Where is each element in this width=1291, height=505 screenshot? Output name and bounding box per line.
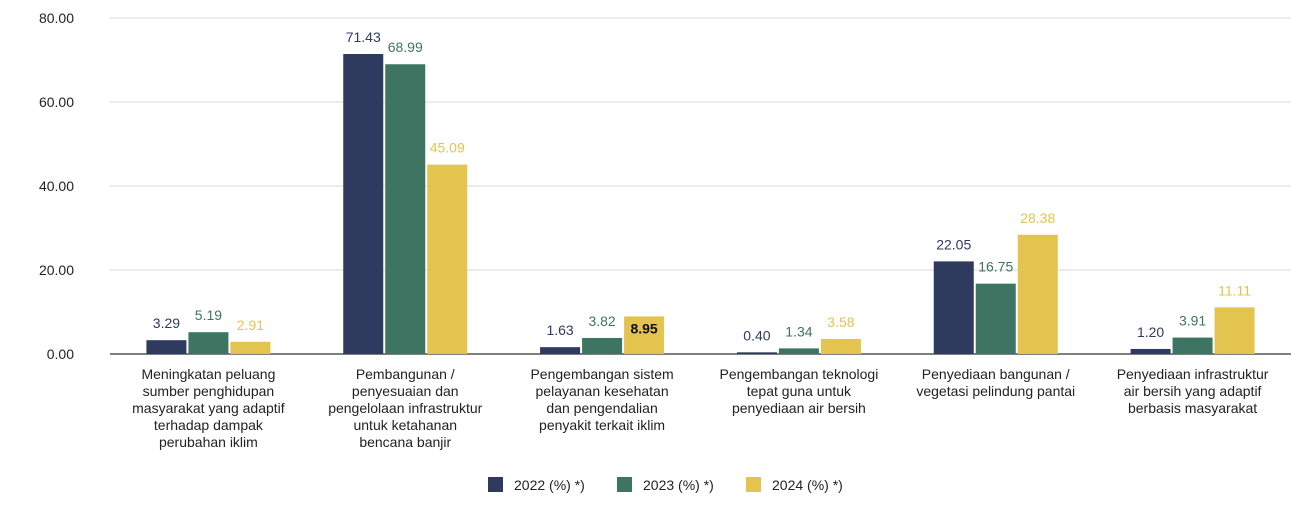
category-label-line: sumber penghidupan — [143, 383, 275, 399]
category-label-line: penyediaan air bersih — [732, 400, 866, 416]
category-label-line: Penyediaan bangunan / — [922, 366, 1070, 382]
bar-value-label: 3.91 — [1179, 313, 1206, 329]
x-axis-category-labels: Meningkatan peluang sumber penghidupan mas… — [132, 366, 1269, 450]
y-tick-label: 80.00 — [39, 10, 74, 26]
category-label-line: Penyediaan infrastruktur — [1117, 366, 1269, 382]
bar-value-label: 3.29 — [153, 315, 180, 331]
y-tick-label: 20.00 — [39, 262, 74, 278]
category-label-line: penyakit terkait iklim — [539, 417, 665, 433]
category-label-line: bencana banjir — [359, 434, 451, 450]
bar — [736, 352, 777, 354]
category-label: Penyediaan bangunan / vegetasi pelindung … — [916, 366, 1075, 399]
bar-value-label: 22.05 — [936, 236, 971, 252]
legend-swatch — [746, 477, 761, 492]
bar-value-label: 1.63 — [546, 322, 573, 338]
bar-value-label: 2.91 — [237, 317, 264, 333]
category-label: Pengembangan sistem pelayanan kesehatan da… — [530, 366, 673, 433]
bar-value-label: 28.38 — [1020, 210, 1055, 226]
bar-value-label: 71.43 — [346, 29, 381, 45]
bar — [1017, 234, 1058, 354]
bar-value-label: 5.19 — [195, 307, 222, 323]
category-label-line: vegetasi pelindung pantai — [916, 383, 1075, 399]
category-label-line: dan pengendalian — [546, 400, 657, 416]
category-label-line: terhadap dampak — [154, 417, 264, 433]
category-label: Pembangunan / penyesuaian dan pengelolaan … — [328, 366, 482, 450]
bar — [1214, 307, 1255, 354]
bar — [778, 348, 819, 354]
bar — [1130, 348, 1171, 354]
legend-label: 2023 (%) *) — [643, 477, 714, 493]
category-label-line: penyesuaian dan — [352, 383, 459, 399]
bar — [343, 53, 384, 355]
bar — [1172, 337, 1213, 354]
category-label: Penyediaan infrastruktur air bersih yang … — [1117, 366, 1269, 416]
bars — [146, 53, 1255, 355]
category-label: Meningkatan peluang sumber penghidupan mas… — [132, 366, 285, 450]
bar-value-label: 3.82 — [588, 313, 615, 329]
category-label-line: Meningkatan peluang — [141, 366, 275, 382]
bar-value-labels: 3.29 5.19 2.91 71.43 68.99 45.09 1.63 3.82 8.95 0… — [153, 29, 1251, 343]
bar — [582, 337, 623, 354]
bar-value-label: 0.40 — [743, 327, 770, 343]
bar — [624, 316, 665, 354]
bar-value-label: 16.75 — [978, 259, 1013, 275]
bar-value-label: 1.34 — [785, 323, 812, 339]
bar-value-label: 45.09 — [430, 140, 465, 156]
gridlines — [110, 17, 1291, 355]
category-label-line: pengelolaan infrastruktur — [328, 400, 482, 416]
y-tick-label: 40.00 — [39, 178, 74, 194]
category-label-line: berbasis masyarakat — [1128, 400, 1257, 416]
bar — [188, 332, 229, 354]
bar — [146, 340, 187, 354]
bar — [820, 338, 861, 354]
category-label-line: pelayanan kesehatan — [536, 383, 669, 399]
category-label-line: Pengembangan sistem — [530, 366, 673, 382]
legend: 2022 (%) *) 2023 (%) *) 2024 (%) *) — [488, 477, 843, 493]
y-axis-ticks: 0.00 20.00 40.00 60.00 80.00 — [39, 10, 74, 362]
category-label-line: air bersih yang adaptif — [1124, 383, 1262, 399]
bar-value-label: 1.20 — [1137, 324, 1164, 340]
category-label-line: Pengembangan teknologi — [720, 366, 879, 382]
category-label-line: perubahan iklim — [159, 434, 258, 450]
bar-value-label: 68.99 — [388, 39, 423, 55]
bar-value-label: 11.11 — [1218, 282, 1251, 298]
bar — [540, 347, 581, 354]
legend-swatch — [617, 477, 632, 492]
category-label-line: masyarakat yang adaptif — [132, 400, 285, 416]
y-tick-label: 60.00 — [39, 94, 74, 110]
bar — [385, 64, 426, 354]
legend-label: 2022 (%) *) — [514, 477, 585, 493]
bar — [975, 283, 1016, 354]
bar-value-label: 8.95 — [630, 320, 657, 336]
category-label: Pengembangan teknologi tepat guna untuk pe… — [720, 366, 879, 416]
y-tick-label: 0.00 — [47, 346, 74, 362]
bar — [427, 164, 468, 354]
bar — [230, 341, 271, 354]
category-label-line: tepat guna untuk — [747, 383, 852, 399]
bar — [933, 261, 974, 354]
bar-value-label: 3.58 — [827, 314, 854, 330]
category-label-line: untuk ketahanan — [353, 417, 457, 433]
category-label-line: Pembangunan / — [356, 366, 455, 382]
legend-label: 2024 (%) *) — [772, 477, 843, 493]
legend-swatch — [488, 477, 503, 492]
